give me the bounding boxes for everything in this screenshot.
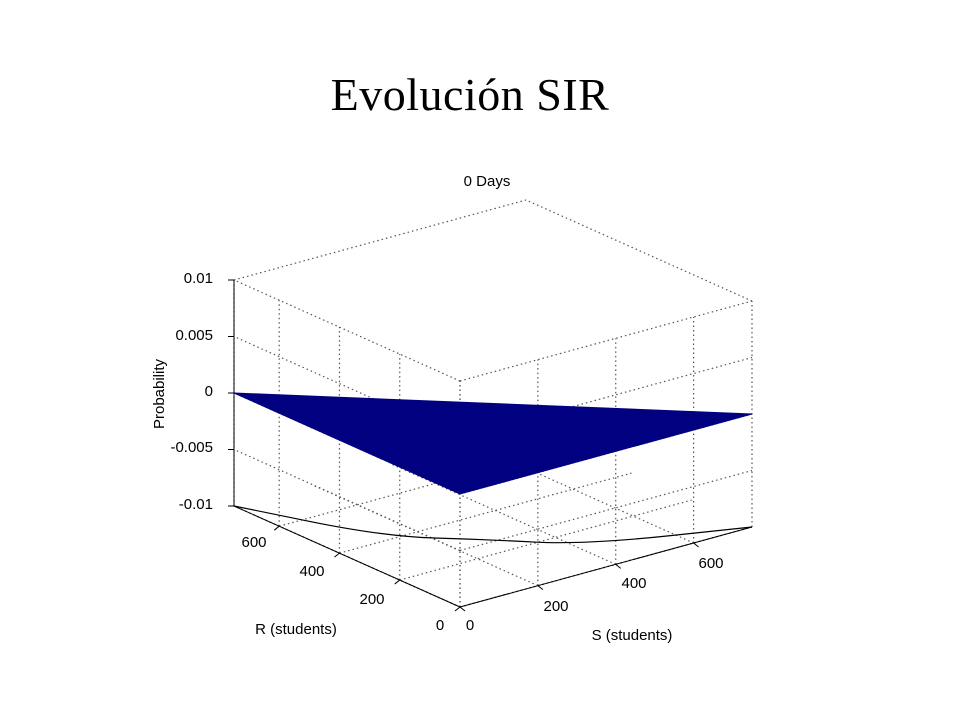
grid-line xyxy=(233,279,461,382)
x-tick-label: 400 xyxy=(621,575,646,592)
probability-surface xyxy=(233,392,753,495)
y-axis-line xyxy=(233,505,461,608)
grid-line xyxy=(311,484,539,587)
x-tick-mark xyxy=(693,542,699,548)
z-tick-label: 0.005 xyxy=(175,327,213,344)
x-tick-label: 0 xyxy=(466,617,474,634)
y-tick-labels: 600 400 200 0 xyxy=(241,534,444,634)
y-tick-mark xyxy=(454,606,461,612)
grid-line xyxy=(389,462,616,565)
x-axis-label: S (students) xyxy=(592,627,673,644)
x-tick-mark xyxy=(459,606,466,612)
slide-title: Evolución SIR xyxy=(330,69,610,120)
grid-line xyxy=(459,469,753,552)
chart-title: 0 Days xyxy=(464,173,511,190)
z-tick-label: 0.01 xyxy=(184,270,213,287)
x-tick-label: 600 xyxy=(698,555,723,572)
y-tick-mark xyxy=(394,579,401,585)
y-tick-label: 0 xyxy=(436,617,444,634)
floor-curve-layer xyxy=(233,505,753,544)
y-tick-label: 600 xyxy=(241,534,266,551)
z-tick-label: -0.01 xyxy=(179,496,213,513)
x-tick-mark xyxy=(615,563,622,569)
floor-curve xyxy=(233,505,753,544)
x-tick-mark xyxy=(537,585,544,591)
x-tick-labels: 0 200 400 600 xyxy=(466,555,724,634)
y-tick-mark xyxy=(273,525,280,531)
y-tick-label: 400 xyxy=(299,563,324,580)
grid-line xyxy=(233,199,527,281)
grid-line xyxy=(467,441,694,544)
y-tick-label: 200 xyxy=(359,591,384,608)
grid-line xyxy=(525,199,753,302)
x-axis-line xyxy=(459,526,753,608)
z-tick-label: -0.005 xyxy=(170,439,213,456)
y-axis-label: R (students) xyxy=(255,621,337,638)
x-tick-label: 200 xyxy=(543,598,568,615)
grid-line xyxy=(459,300,753,382)
probability-surface-layer xyxy=(233,392,753,495)
z-tick-labels: 0.01 0.005 0 -0.005 -0.01 xyxy=(170,270,213,513)
y-tick-mark xyxy=(334,552,340,558)
z-axis-label: Probability xyxy=(151,358,168,429)
grid-line xyxy=(339,472,632,554)
z-tick-label: 0 xyxy=(205,383,213,400)
grid-line xyxy=(399,499,692,581)
